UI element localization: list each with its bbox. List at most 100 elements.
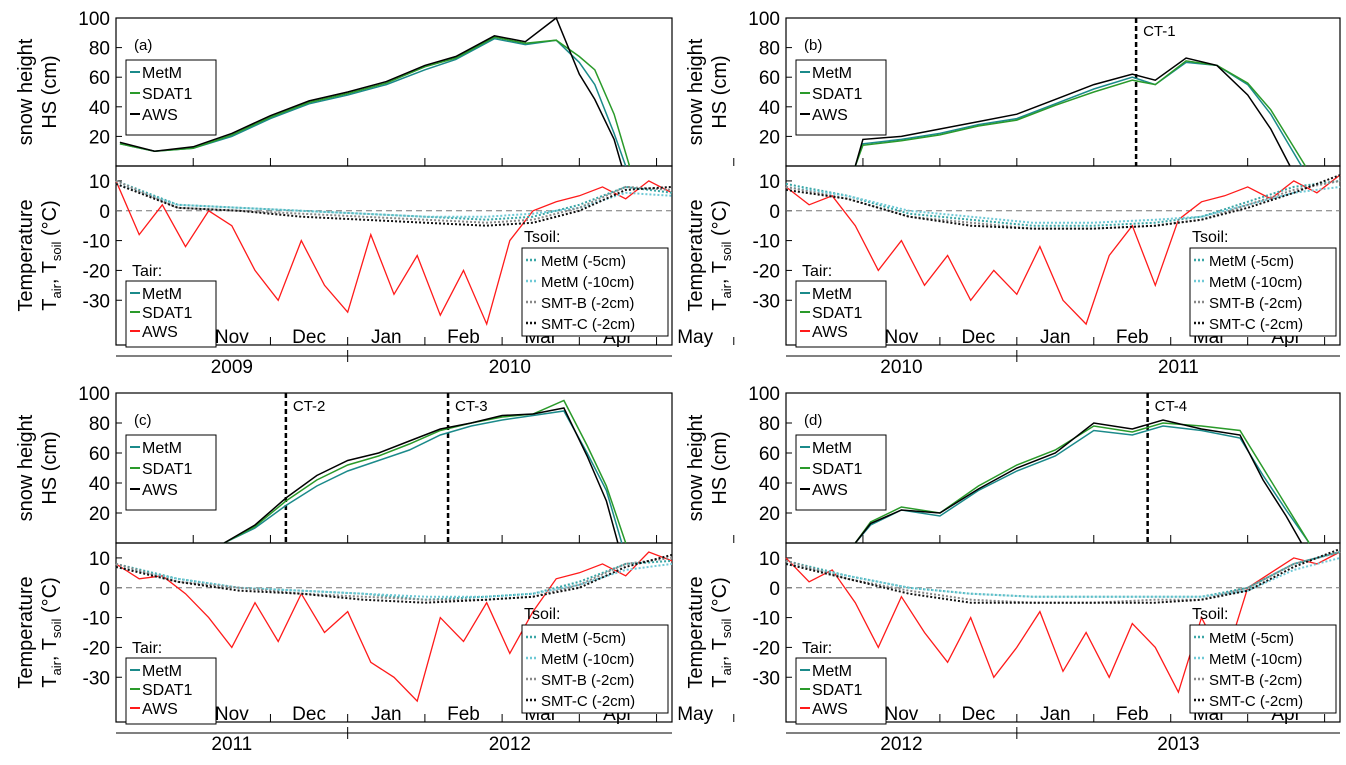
tsoil-legend-box	[521, 624, 669, 714]
snow-legend-label: SDAT1	[142, 461, 192, 478]
temp-axis-label-part: air	[49, 283, 64, 298]
ct-marker-label: CT-1	[1143, 23, 1176, 40]
temp-axis-label-part: (°C)	[39, 577, 61, 618]
snow-series-aws	[854, 57, 1291, 167]
snow-series-metm	[854, 61, 1303, 167]
month-label: Feb	[1116, 327, 1149, 348]
tsoil-legend-label: MetM (-10cm)	[1209, 651, 1302, 668]
temp-axis-label-line2: Tair, Tsoil (°C)	[709, 577, 734, 687]
snow-series-aws	[119, 16, 623, 167]
temp-ytick-label: 0	[769, 202, 780, 223]
month-label: Feb	[447, 327, 480, 348]
ct-marker-label: CT-4	[1155, 398, 1188, 415]
tsoil-series	[115, 182, 673, 227]
tsoil-legend-label: SMT-B (-2cm)	[1209, 672, 1302, 689]
month-label: Jan	[371, 704, 402, 725]
month-label: Dec	[961, 327, 995, 348]
tair-legend-label: AWS	[812, 324, 848, 341]
snow-ytick-label: 100	[78, 9, 110, 30]
year-label: 2012	[489, 734, 531, 755]
temp-ytick-label: -20	[753, 261, 780, 282]
snow-legend-box	[125, 434, 217, 511]
temp-axis-label-part: soil	[719, 241, 734, 261]
temp-ytick-label: -30	[83, 668, 110, 689]
snow-legend-label: AWS	[812, 482, 848, 499]
tsoil-legend-title: Tsoil:	[524, 606, 560, 623]
snow-ytick-label: 20	[759, 504, 780, 525]
tsoil-legend-label: MetM (-10cm)	[541, 651, 634, 668]
snow-ytick-label: 80	[89, 39, 110, 60]
temp-ytick-label: 10	[759, 172, 780, 193]
month-label: Nov	[885, 327, 919, 348]
temp-ytick-label: -20	[83, 638, 110, 659]
snow-axis-label-line1: snow height	[15, 414, 37, 521]
tsoil-series	[115, 179, 673, 221]
month-label: Dec	[961, 704, 995, 725]
snow-axis-label-line2: HS (cm)	[709, 431, 731, 504]
snow-legend-label: SDAT1	[812, 86, 862, 103]
snow-ytick-label: 40	[759, 474, 780, 495]
temp-axis-label-line1: Temperature	[685, 576, 707, 688]
panel-label: (c)	[134, 412, 152, 429]
tair-legend-title: Tair:	[802, 640, 832, 657]
month-label: Nov	[885, 704, 919, 725]
month-label: Nov	[215, 704, 249, 725]
tair-legend-title: Tair:	[132, 640, 162, 657]
snow-legend-label: MetM	[142, 440, 182, 457]
year-label: 2010	[489, 357, 531, 378]
snow-series-sdat1	[119, 36, 631, 167]
tair-legend-label: AWS	[142, 324, 178, 341]
snow-ytick-label: 80	[759, 39, 780, 60]
snow-axis-label-line2: HS (cm)	[39, 55, 61, 128]
tair-legend-label: SDAT1	[812, 682, 862, 699]
temp-ytick-label: 10	[759, 549, 780, 570]
tair-legend-label: MetM	[142, 663, 182, 680]
snow-ytick-label: 100	[748, 9, 780, 30]
temp-axis-label-part: (°C)	[709, 200, 731, 241]
snow-ytick-label: 40	[89, 474, 110, 495]
snow-series-aws	[223, 407, 619, 544]
month-label: Jan	[371, 327, 402, 348]
snow-legend-label: SDAT1	[142, 86, 192, 103]
year-label: 2013	[1157, 734, 1199, 755]
temp-ytick-label: -30	[753, 291, 780, 312]
tair-legend-label: SDAT1	[812, 305, 862, 322]
panel-1: (b) 20 40 60 80 100 -30 -20 -10 0 10 snow height HS …	[685, 9, 1346, 378]
temp-axis-label-part: soil	[49, 618, 64, 638]
tair-legend-title: Tair:	[132, 263, 162, 280]
tair-legend-label: MetM	[812, 286, 852, 303]
temp-axis-label-line1: Temperature	[15, 576, 37, 688]
tair-legend-box	[125, 280, 217, 348]
tsoil-series	[785, 556, 1341, 598]
tair-legend-label: AWS	[142, 701, 178, 718]
temp-axis-label-part: soil	[49, 241, 64, 261]
tsoil-legend-label: MetM (-10cm)	[541, 274, 634, 291]
month-label: Feb	[447, 704, 480, 725]
tair-legend-box	[795, 280, 887, 348]
ct-marker-label: CT-2	[293, 398, 326, 415]
temp-ytick-label: -30	[83, 291, 110, 312]
month-label: Jan	[1040, 704, 1071, 725]
tsoil-series	[785, 185, 1341, 224]
snow-ytick-label: 20	[89, 504, 110, 525]
temp-axis-label-line2: Tair, Tsoil (°C)	[39, 577, 64, 687]
tsoil-series	[785, 551, 1341, 598]
year-label: 2011	[1158, 357, 1199, 378]
temp-plot-frame	[115, 165, 673, 346]
tsoil-legend-box	[1189, 624, 1337, 714]
tsoil-series	[115, 182, 673, 218]
snow-ytick-label: 20	[89, 127, 110, 148]
tsoil-legend-label: MetM (-5cm)	[541, 630, 626, 647]
snow-series-metm	[119, 37, 627, 167]
snow-legend-box	[125, 59, 217, 136]
month-label: Jan	[1040, 327, 1071, 348]
snow-series-sdat1	[854, 422, 1310, 544]
tair-series-aws	[115, 551, 673, 703]
tair-series-aws	[115, 180, 673, 327]
temp-ytick-label: -10	[83, 609, 110, 630]
temp-ytick-label: -10	[753, 609, 780, 630]
tsoil-legend-label: SMT-C (-2cm)	[541, 316, 635, 333]
snow-axis-label-line2: HS (cm)	[39, 431, 61, 504]
